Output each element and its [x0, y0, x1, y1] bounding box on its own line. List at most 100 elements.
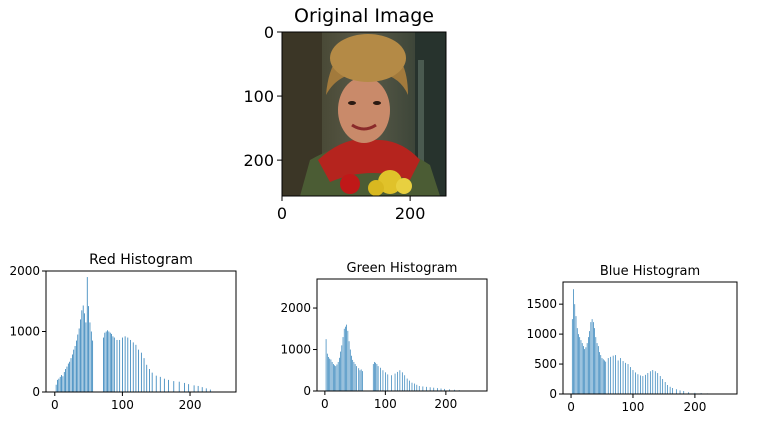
photo-placeholder	[282, 32, 446, 196]
green-histogram-bar	[348, 341, 350, 391]
blue-histogram-bar	[647, 373, 649, 394]
green-histogram-bar	[352, 359, 354, 391]
green-histogram-bar	[406, 378, 408, 391]
red-histogram-bar	[163, 378, 165, 392]
blue-x-tick-label: 200	[683, 400, 706, 414]
red-histogram-bar	[197, 385, 199, 392]
green-histogram-bar	[333, 364, 334, 391]
green-histogram-bar	[375, 362, 377, 391]
green-histogram-bar	[416, 384, 418, 391]
blue-histogram-bar	[607, 358, 609, 394]
green-histogram-bar	[328, 356, 329, 391]
blue-histogram-bar	[583, 346, 584, 394]
blue-histogram-frame	[562, 281, 738, 395]
red-histogram-bar	[57, 379, 58, 392]
blue-histogram-bar	[672, 388, 673, 394]
green-histogram-bar	[453, 389, 455, 391]
image-x-tick-label: 0	[277, 204, 287, 223]
red-histogram-bar	[188, 384, 190, 392]
red-histogram-bar	[88, 306, 89, 392]
green-histogram-bar	[440, 388, 442, 391]
blue-histogram-bar	[622, 361, 624, 394]
blue-histogram-bar	[579, 337, 581, 394]
blue-x-tick-label: 100	[622, 400, 645, 414]
image-y-tick-label: 0	[264, 23, 274, 42]
blue-histogram-bar	[654, 371, 656, 394]
blue-histogram-bar	[694, 392, 696, 394]
red-histogram-bar	[61, 375, 62, 392]
blue-y-tick-label: 500	[534, 357, 557, 371]
green-histogram-bar	[334, 365, 335, 391]
blue-histogram-bar	[584, 349, 586, 394]
green-histogram-bar	[399, 370, 401, 391]
green-y-tick-label: 2000	[280, 301, 311, 315]
red-histogram-bar	[113, 337, 115, 392]
image-y-ticks: 0 100 200	[243, 23, 282, 170]
blue-histogram-bar	[571, 319, 573, 394]
red-histogram-bar	[85, 322, 87, 392]
blue-histogram-bar	[578, 334, 579, 394]
green-histogram-bar	[387, 374, 389, 391]
green-histogram-bar	[404, 375, 406, 391]
blue-histogram-bar	[602, 359, 604, 394]
green-histogram-bar	[433, 387, 435, 391]
red-y-tick-label: 0	[32, 385, 40, 399]
blue-histogram-bar	[688, 392, 690, 394]
red-histogram-bar	[109, 332, 111, 392]
green-histogram-bar	[422, 386, 424, 391]
red-histogram-bar	[81, 310, 83, 392]
green-x-tick-label: 100	[374, 397, 397, 411]
red-histogram-bar	[58, 378, 60, 392]
green-histogram-bar	[437, 388, 438, 391]
red-histogram-bar	[184, 382, 185, 392]
red-histogram-bar	[70, 358, 72, 392]
red-histogram-bar	[92, 340, 94, 392]
red-y-tick-label: 1000	[9, 325, 40, 339]
blue-histogram-bar	[630, 367, 631, 394]
image-panel-title: Original Image	[294, 5, 434, 27]
blue-histogram-bar	[610, 356, 612, 394]
green-histogram-bar	[391, 375, 392, 391]
red-histogram-bar	[108, 331, 110, 392]
red-histogram-bar	[122, 337, 123, 392]
red-histogram-title: Red Histogram	[89, 252, 193, 268]
red-histogram-bar	[77, 334, 79, 392]
green-histogram-bar	[340, 351, 341, 391]
blue-histogram-bar	[605, 361, 607, 394]
green-histogram-bar	[343, 328, 345, 391]
red-histogram-bar	[103, 337, 104, 392]
blue-histogram-bar	[599, 352, 600, 394]
blue-histogram-bar	[667, 385, 668, 394]
green-histogram-bar	[359, 370, 361, 391]
red-histogram-bar	[59, 376, 61, 392]
blue-histogram-bar	[576, 328, 578, 394]
blue-histogram-bar	[657, 373, 659, 394]
red-histogram-bar	[138, 349, 140, 392]
red-histogram-bar	[90, 331, 92, 392]
red-histogram-bar	[173, 381, 175, 392]
red-histogram-bar	[193, 385, 195, 392]
red-histogram-bar	[71, 354, 73, 392]
red-histogram-bar	[112, 336, 114, 392]
blue-histogram-bar	[601, 358, 603, 394]
green-histogram-bar	[385, 372, 386, 391]
blue-histogram-bar	[620, 358, 621, 394]
blue-histogram-bar	[659, 376, 661, 394]
blue-histogram-bar	[683, 391, 685, 394]
red-histogram-bar	[155, 375, 157, 392]
image-x-tick-label: 200	[395, 204, 426, 223]
blue-histogram-bar	[596, 343, 598, 394]
green-histogram-bar	[401, 372, 403, 391]
red-histogram-bar	[116, 339, 118, 392]
green-x-tick-label: 0	[321, 397, 329, 411]
image-panel: Original Image 0 200	[243, 5, 447, 223]
red-histogram-bar	[209, 389, 211, 392]
green-histogram-bar	[329, 358, 331, 391]
green-histogram-bar	[326, 353, 328, 391]
blue-y-tick-label: 1000	[526, 327, 557, 341]
green-histogram-bar	[426, 386, 427, 391]
green-y-tick-label: 1000	[280, 343, 311, 357]
red-histogram-bar	[130, 339, 131, 392]
blue-histogram-bar	[586, 343, 588, 394]
